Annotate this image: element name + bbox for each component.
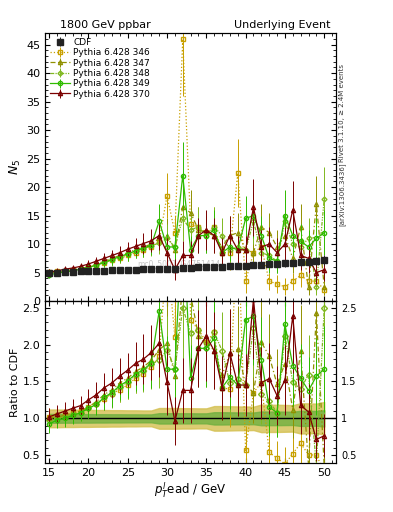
Text: Underlying Event: Underlying Event <box>234 20 330 30</box>
Text: [arXiv:1306.3436]: [arXiv:1306.3436] <box>339 163 345 226</box>
Text: 1800 GeV ppbar: 1800 GeV ppbar <box>60 20 151 30</box>
X-axis label: $p_T^l$ead / GeV: $p_T^l$ead / GeV <box>154 481 227 500</box>
Y-axis label: Ratio to CDF: Ratio to CDF <box>10 348 20 417</box>
Text: mc0_5001_G4751414: mc0_5001_G4751414 <box>137 259 220 268</box>
Legend: CDF, Pythia 6.428 346, Pythia 6.428 347, Pythia 6.428 348, Pythia 6.428 349, Pyt: CDF, Pythia 6.428 346, Pythia 6.428 347,… <box>48 36 152 100</box>
Y-axis label: $N_5$: $N_5$ <box>8 159 24 175</box>
Text: Rivet 3.1.10, ≥ 2.4M events: Rivet 3.1.10, ≥ 2.4M events <box>339 63 345 162</box>
